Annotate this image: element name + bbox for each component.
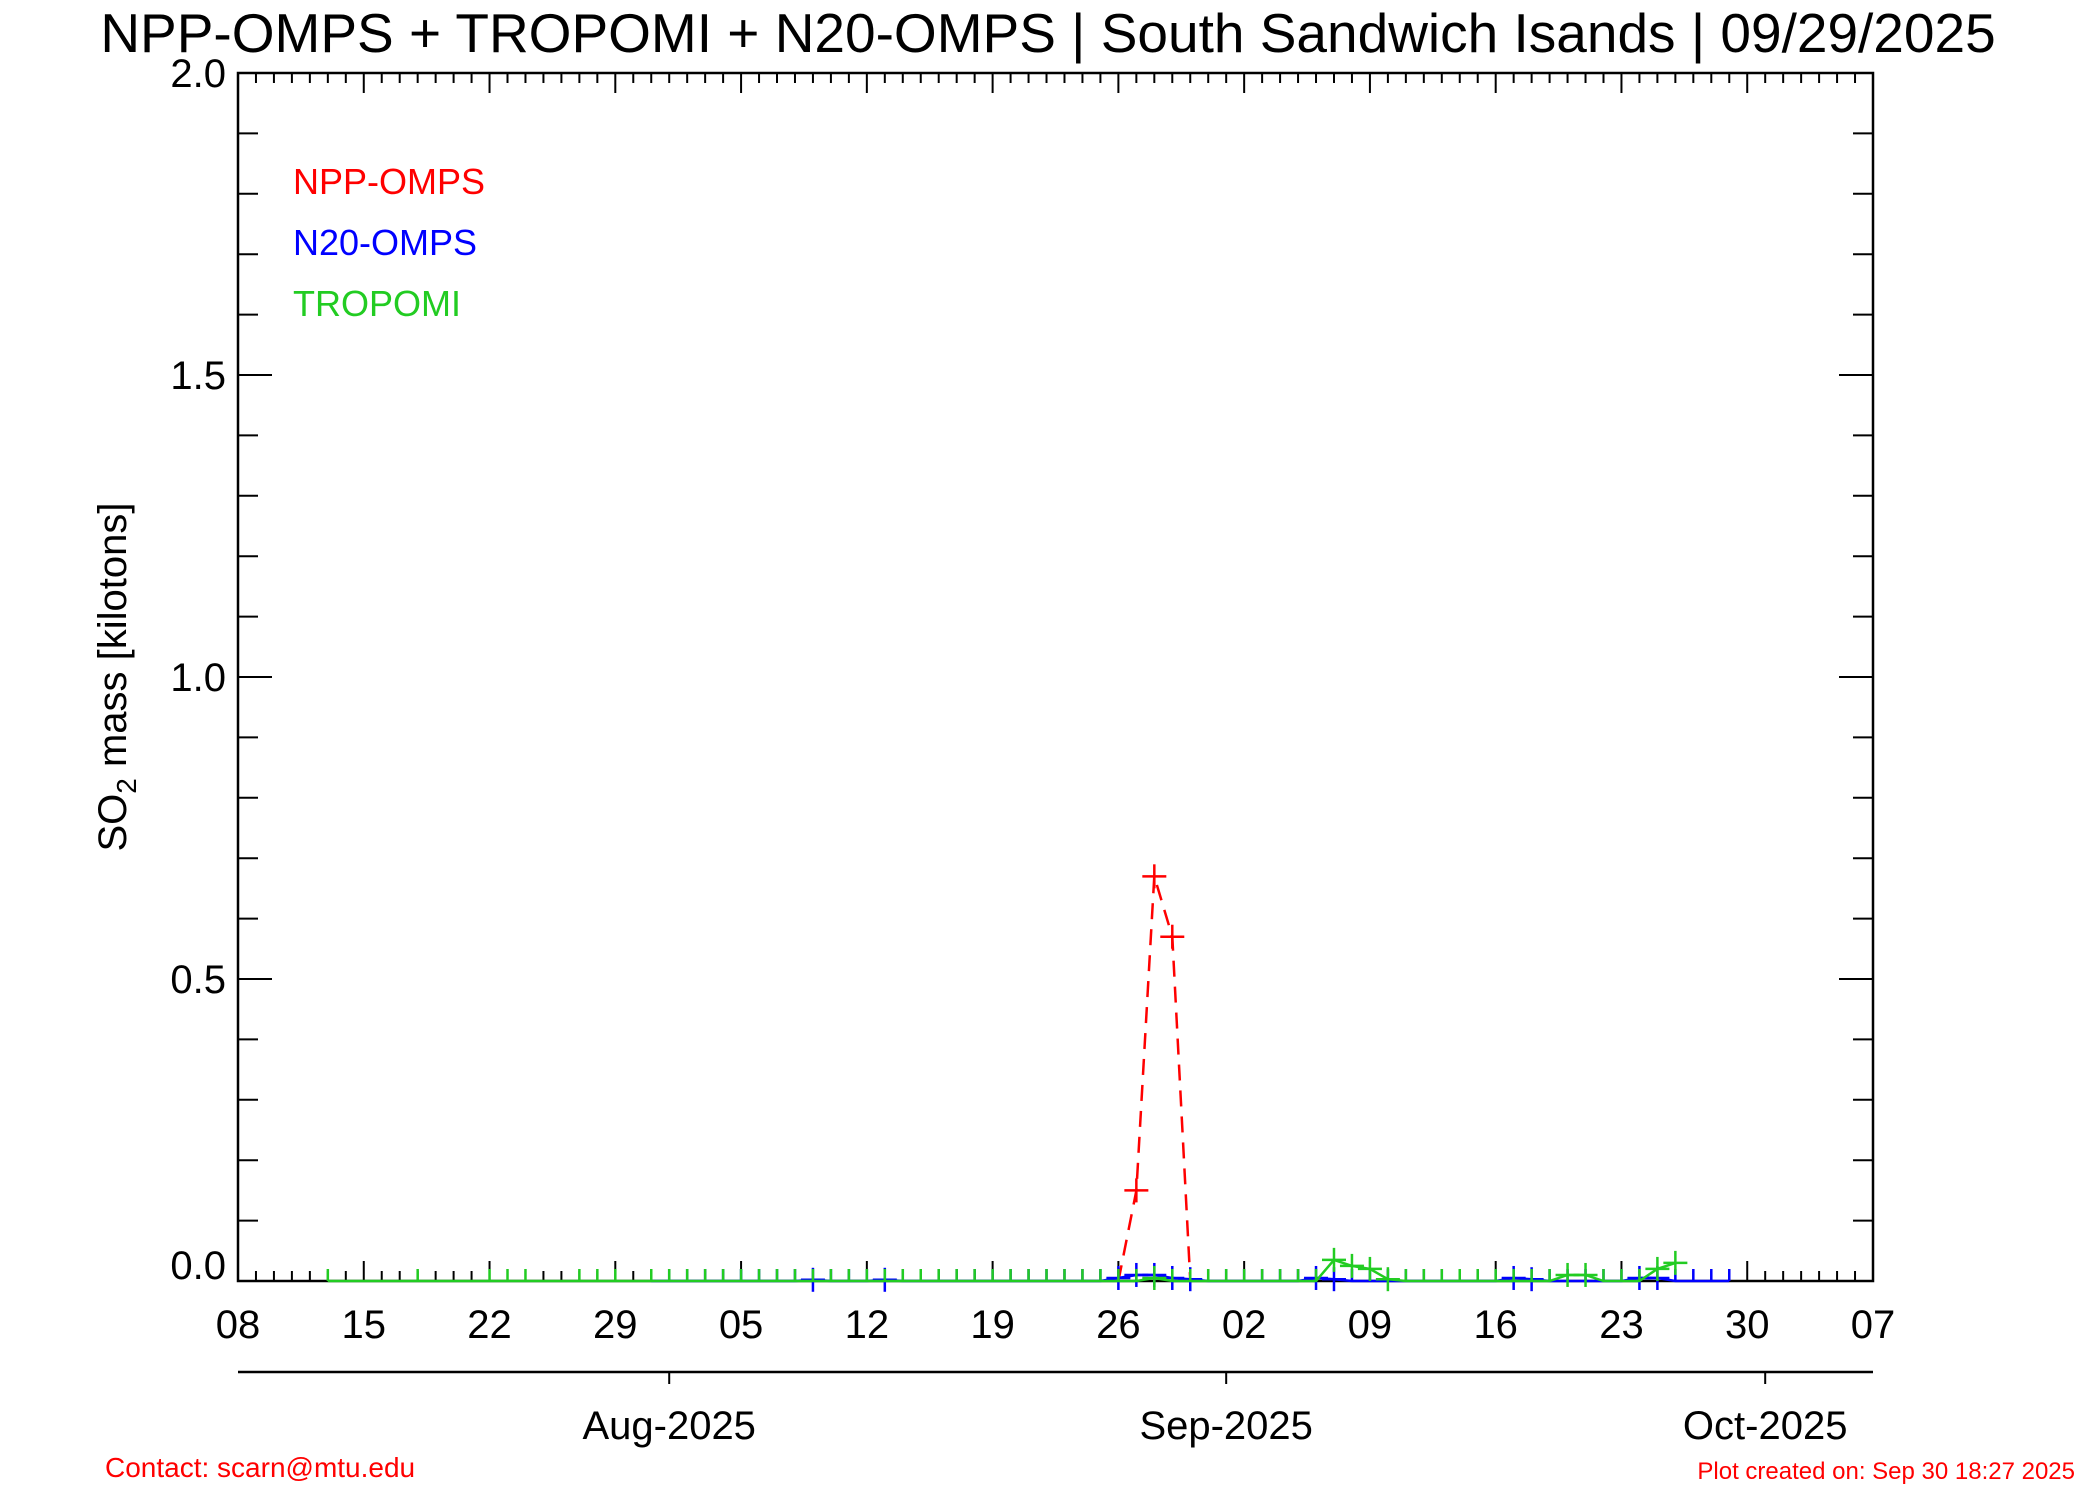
data-point-npp-omps — [1142, 864, 1167, 889]
data-point-tropomi — [1573, 1262, 1598, 1287]
y-tick-label: 1.0 — [170, 656, 226, 700]
legend-entry-n20-omps: N20-OMPS — [293, 222, 477, 263]
x-tick-label: 23 — [1599, 1303, 1644, 1347]
series-layer — [326, 864, 1731, 1292]
x-tick-label: 29 — [593, 1303, 638, 1347]
plot-frame — [236, 71, 1875, 1283]
x-tick-label: 26 — [1096, 1303, 1141, 1347]
y-tick-label: 0.0 — [170, 1244, 226, 1288]
month-tick-label: Oct-2025 — [1683, 1404, 1848, 1448]
y-axis-label-subscript: 2 — [111, 778, 142, 794]
data-point-tropomi — [1339, 1253, 1364, 1278]
x-tick-label: 12 — [845, 1303, 890, 1347]
x-tick-label: 16 — [1473, 1303, 1518, 1347]
data-point-tropomi — [1663, 1250, 1688, 1275]
y-tick-label: 0.5 — [170, 958, 226, 1002]
plot-created-text: Plot created on: Sep 30 18:27 2025 — [1697, 1458, 2075, 1485]
y-axis-label-rest: mass [kilotons] — [91, 502, 135, 778]
x-tick-label: 02 — [1222, 1303, 1267, 1347]
y-tick-label: 1.5 — [170, 354, 226, 398]
x-tick-label: 09 — [1348, 1303, 1393, 1347]
x-tick-label: 07 — [1851, 1303, 1896, 1347]
legend-entry-tropomi: TROPOMI — [293, 283, 461, 324]
month-tick-label: Sep-2025 — [1139, 1404, 1312, 1448]
y-axis-label-main: SO — [91, 794, 135, 852]
data-point-tropomi — [1142, 1265, 1167, 1290]
contact-text: Contact: scarn@mtu.edu — [105, 1452, 416, 1483]
data-point-npp-omps — [1160, 924, 1185, 949]
legend-entry-npp-omps: NPP-OMPS — [293, 161, 485, 202]
x-tick-label: 08 — [216, 1303, 261, 1347]
data-point-tropomi — [1375, 1267, 1400, 1292]
axes: 0.0 0.5 1.0 1.5 2.0 08 15 22 29 05 12 19 26 02 09 16 23 3… — [170, 52, 1895, 1448]
data-point-tropomi — [1321, 1247, 1346, 1272]
legend: NPP-OMPS N20-OMPS TROPOMI — [293, 161, 485, 324]
x-tick-label: 19 — [970, 1303, 1015, 1347]
data-point-npp-omps — [1124, 1178, 1149, 1203]
data-point-tropomi — [1645, 1256, 1670, 1281]
y-axis-label: SO2 mass [kilotons] — [91, 502, 142, 851]
x-tick-label: 15 — [342, 1303, 387, 1347]
x-tick-label: 05 — [719, 1303, 764, 1347]
y-tick-label: 2.0 — [170, 52, 226, 96]
x-tick-label: 30 — [1725, 1303, 1770, 1347]
x-tick-label: 22 — [467, 1303, 512, 1347]
series-line-npp-omps — [1117, 875, 1192, 1282]
data-point-tropomi — [1357, 1256, 1382, 1281]
month-tick-label: Aug-2025 — [582, 1404, 755, 1448]
chart-title: NPP-OMPS + TROPOMI + N20-OMPS | South Sa… — [100, 2, 1995, 64]
series-line-tropomi — [327, 1258, 1676, 1283]
